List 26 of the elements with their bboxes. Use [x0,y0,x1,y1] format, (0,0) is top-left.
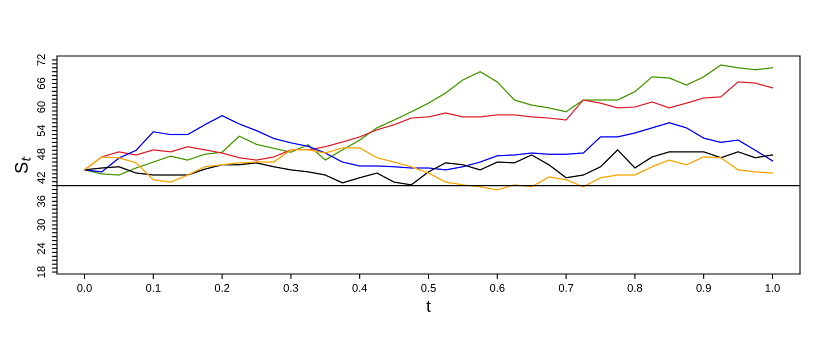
line-series [84,64,774,176]
line-series [84,115,774,172]
y-tick-label: 42 [37,172,45,184]
x-tick-label: 0.8 [628,284,642,292]
x-tick-label: 0.2 [214,284,230,292]
y-axis-title: S$_{t}$ [14,156,31,174]
x-tick-label: 0.9 [696,284,711,292]
line-series [84,147,774,191]
x-tick-label: 0.6 [490,284,505,292]
y-tick-label: 48 [37,148,46,160]
y-tick-label: 30 [37,219,46,231]
y-tick-label: 66 [37,78,46,90]
y-tick-label: 36 [37,196,46,208]
x-tick-label: 0.3 [284,284,298,292]
x-tick-label: 1.0 [766,284,780,292]
x-axis-title: t [426,300,431,312]
x-tick-label: 0.4 [352,284,368,292]
y-tick-label: 24 [37,242,45,254]
y-tick-label: 60 [37,101,46,113]
x-tick-label: 0.5 [421,284,436,292]
y-tick-label: 18 [37,266,46,278]
y-tick-label: 54 [37,124,46,136]
y-tick-label: 72 [37,54,45,66]
x-tick-label: 0.7 [558,284,574,292]
x-tick-label: 0.1 [146,284,160,292]
x-tick-label: 0.0 [77,284,92,292]
